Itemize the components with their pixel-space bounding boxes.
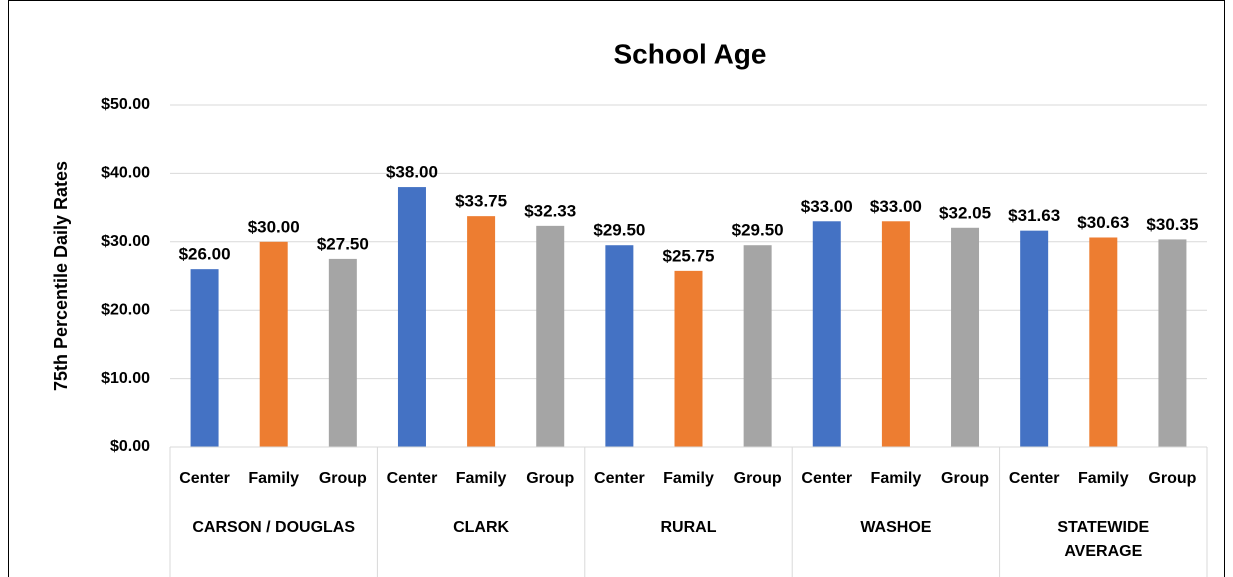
bar — [536, 225, 565, 447]
bar — [605, 245, 634, 447]
bar — [1158, 239, 1187, 447]
bar — [328, 258, 357, 447]
bar — [881, 221, 910, 447]
value-label: $31.63 — [1008, 206, 1060, 225]
x-sub-label: Center — [594, 470, 645, 487]
y-tick-label: $10.00 — [101, 370, 150, 387]
value-label: $32.33 — [524, 201, 576, 220]
chart-title: School Age — [614, 38, 767, 69]
x-sub-label: Center — [179, 470, 230, 487]
x-group-label-box: WASHOE — [860, 519, 932, 536]
y-tick-label: $20.00 — [101, 301, 150, 318]
value-label: $25.75 — [663, 246, 715, 265]
bar — [1020, 230, 1049, 447]
bar — [467, 216, 496, 447]
x-group-label: STATEWIDE AVERAGE — [1057, 519, 1150, 560]
value-label: $29.50 — [732, 221, 784, 240]
y-tick-label: $50.00 — [101, 96, 150, 113]
x-sub-label: Group — [941, 470, 989, 487]
value-label: $30.63 — [1077, 213, 1129, 232]
x-group-label-box: CARSON / DOUGLAS — [192, 519, 356, 536]
x-group-label: CARSON / DOUGLAS — [192, 519, 356, 536]
value-label: $32.05 — [939, 203, 991, 222]
value-label: $26.00 — [179, 245, 231, 264]
x-sub-label: Group — [526, 470, 574, 487]
value-label: $33.75 — [455, 192, 507, 211]
x-sub-label: Family — [871, 470, 922, 487]
x-sub-label: Center — [387, 470, 438, 487]
value-label: $27.50 — [317, 234, 369, 253]
value-label: $30.00 — [248, 217, 300, 236]
x-sub-label: Group — [734, 470, 782, 487]
x-group-label: RURAL — [660, 519, 717, 536]
x-group-label-box: CLARK — [453, 519, 510, 536]
x-sub-label: Group — [319, 470, 367, 487]
x-sub-label: Family — [248, 470, 299, 487]
x-sub-label: Family — [663, 470, 714, 487]
value-label: $33.00 — [870, 197, 922, 216]
bar — [397, 187, 426, 447]
x-sub-label: Center — [801, 470, 852, 487]
y-axis-label: 75th Percentile Daily Rates — [51, 161, 71, 391]
x-group-label-box: RURAL — [660, 519, 717, 536]
x-sub-label: Center — [1009, 470, 1060, 487]
bar — [1089, 237, 1118, 447]
bar — [812, 221, 841, 447]
x-sub-label: Family — [456, 470, 507, 487]
value-label: $29.50 — [593, 221, 645, 240]
x-group-label-box: STATEWIDE AVERAGE — [1057, 519, 1150, 560]
bar — [190, 269, 219, 447]
y-tick-label: $0.00 — [110, 438, 150, 455]
value-label: $33.00 — [801, 197, 853, 216]
value-label: $30.35 — [1146, 215, 1198, 234]
y-tick-label: $30.00 — [101, 233, 150, 250]
y-tick-label: $40.00 — [101, 165, 150, 182]
x-sub-label: Family — [1078, 470, 1129, 487]
bar — [951, 227, 980, 447]
bar — [259, 241, 288, 447]
bar — [743, 245, 772, 447]
bar — [674, 270, 703, 447]
x-group-label: WASHOE — [860, 519, 932, 536]
x-group-label: CLARK — [453, 519, 510, 536]
x-sub-label: Group — [1148, 470, 1196, 487]
value-label: $38.00 — [386, 163, 438, 182]
